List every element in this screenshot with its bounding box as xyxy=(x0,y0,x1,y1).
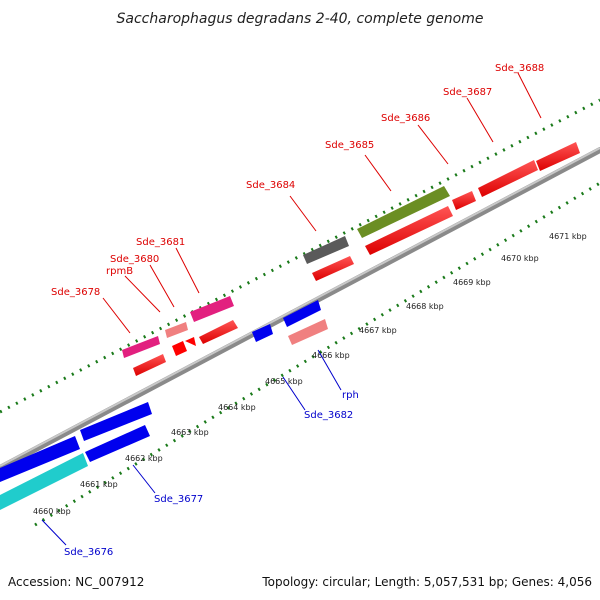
gene-label[interactable]: Sde_3676 xyxy=(64,547,113,558)
genome-backbone-highlight xyxy=(0,147,600,467)
scale-label: 4669 kbp xyxy=(453,278,491,287)
gene-rpmb[interactable] xyxy=(165,322,188,338)
gene-sde-3682[interactable] xyxy=(252,324,273,342)
forward-leaders xyxy=(102,72,542,334)
scale-label: 4671 kbp xyxy=(549,232,587,241)
map-title: Saccharophagus degradans 2-40, complete … xyxy=(117,11,484,27)
scale-label: 4670 kbp xyxy=(501,254,539,263)
scale-label: 4668 kbp xyxy=(406,302,444,311)
gene-sde-3685-lower[interactable] xyxy=(365,206,453,255)
accession-text: Accession: NC_007912 xyxy=(8,575,144,589)
gene-sde-3677-lower[interactable] xyxy=(85,425,150,462)
gene-label[interactable]: Sde_3681 xyxy=(136,237,185,248)
tick-ruler-lower xyxy=(34,181,600,527)
gene-label[interactable]: rph xyxy=(342,390,359,401)
gene-sde-3678[interactable] xyxy=(122,336,160,358)
reverse-genes xyxy=(0,300,328,510)
gene-label[interactable]: Sde_3684 xyxy=(246,180,295,191)
gene-sde-3688[interactable] xyxy=(536,142,580,171)
gene-sde-3678-lower[interactable] xyxy=(133,354,166,376)
gene-label[interactable]: Sde_3686 xyxy=(381,113,430,124)
gene-sde-3685[interactable] xyxy=(357,186,450,238)
scale-label: 4662 kbp xyxy=(125,454,163,463)
gene-label[interactable]: Sde_3687 xyxy=(443,87,492,98)
gene-sde-3680[interactable] xyxy=(172,341,187,356)
gene-label[interactable]: Sde_3685 xyxy=(325,140,374,151)
scale-label: 4665 kbp xyxy=(265,377,303,386)
scale-label: 4664 kbp xyxy=(218,403,256,412)
gene-blue-left[interactable] xyxy=(0,436,80,482)
reverse-labels: Sde_3676 Sde_3677 Sde_3682 rph xyxy=(64,390,359,558)
forward-labels: Sde_3678 rpmB Sde_3680 Sde_3681 Sde_3684… xyxy=(51,63,544,298)
gene-sde-3680b[interactable] xyxy=(185,337,196,346)
scale-label: 4667 kbp xyxy=(359,326,397,335)
scale-label: 4661 kbp xyxy=(80,480,118,489)
scale-label: 4666 kbp xyxy=(312,351,350,360)
reverse-leaders xyxy=(41,349,342,546)
gene-label[interactable]: Sde_3680 xyxy=(110,254,159,265)
gene-label[interactable]: rpmB xyxy=(106,266,133,277)
gene-label[interactable]: Sde_3677 xyxy=(154,494,203,505)
scale-labels: 4660 kbp 4661 kbp 4662 kbp 4663 kbp 4664… xyxy=(33,232,587,516)
gene-label[interactable]: Sde_3678 xyxy=(51,287,100,298)
gene-sde-3686[interactable] xyxy=(452,191,476,210)
gene-sde-3687[interactable] xyxy=(478,160,538,197)
gene-sde-3684[interactable] xyxy=(303,236,349,264)
scale-label: 4660 kbp xyxy=(33,507,71,516)
forward-genes xyxy=(122,142,580,376)
gene-label[interactable]: Sde_3688 xyxy=(495,63,544,74)
gene-rph[interactable] xyxy=(288,319,328,345)
gene-sde-3676[interactable] xyxy=(0,453,88,510)
gene-sde-3681[interactable] xyxy=(190,296,234,322)
scale-label: 4663 kbp xyxy=(171,428,209,437)
gene-rph-upper[interactable] xyxy=(283,300,321,327)
gene-sde-3684-lower[interactable] xyxy=(312,256,354,281)
gene-sde-3681-lower[interactable] xyxy=(199,320,238,344)
gene-sde-3677[interactable] xyxy=(80,402,152,441)
gene-label[interactable]: Sde_3682 xyxy=(304,410,353,421)
topology-text: Topology: circular; Length: 5,057,531 bp… xyxy=(261,575,592,589)
genome-backbone xyxy=(0,147,600,471)
